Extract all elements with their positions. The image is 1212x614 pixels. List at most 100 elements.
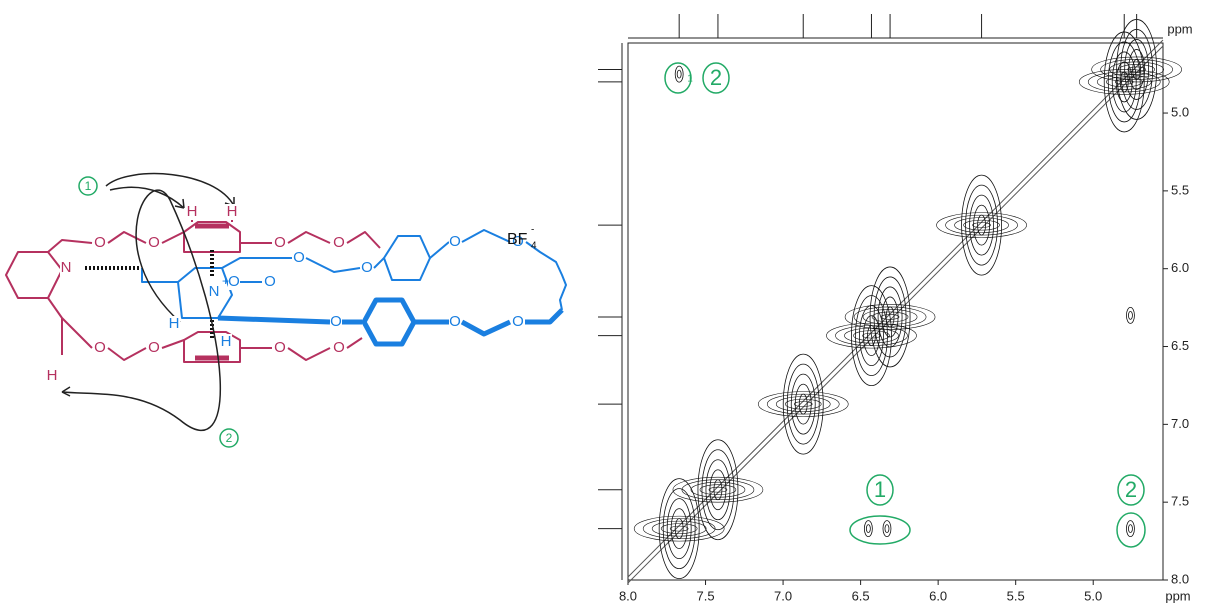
contour: [844, 304, 936, 330]
peak: [863, 520, 873, 538]
contour: [884, 524, 890, 534]
callout: 2: [226, 431, 233, 445]
contour: [851, 285, 892, 387]
contour: [873, 276, 907, 358]
contour: [1087, 71, 1161, 93]
y-tick-label: 7.0: [1171, 416, 1189, 431]
atom-bg: [168, 316, 180, 332]
counter-ion-sub: 4: [531, 241, 537, 252]
contour: [669, 525, 689, 532]
contour: [793, 401, 813, 407]
contour: [709, 469, 727, 511]
contour: [708, 486, 728, 493]
peak: [1078, 31, 1170, 133]
atom-label: O: [228, 273, 240, 290]
contour: [775, 396, 831, 412]
peak: [672, 439, 764, 541]
atom-label: O: [94, 339, 106, 356]
peak: [674, 65, 684, 83]
atom-bg: [361, 260, 373, 276]
contour: [1132, 59, 1142, 80]
contour: [1127, 66, 1146, 73]
peak: [1126, 520, 1135, 538]
contour: [972, 222, 991, 228]
contour: [885, 306, 895, 328]
atom-bg: [449, 314, 461, 330]
peak: [633, 478, 725, 580]
annotation: 2: [710, 65, 722, 90]
charge: +: [222, 274, 229, 288]
contour: [965, 184, 998, 266]
atom-label: H: [187, 203, 198, 220]
atom-bg: [512, 314, 524, 330]
atom-label: O: [512, 233, 524, 250]
x-tick-label: 5.5: [1007, 588, 1025, 603]
y-tick-label: 6.0: [1171, 260, 1189, 275]
atom-label: O: [148, 234, 160, 251]
peak: [882, 520, 892, 538]
atom-label: O: [333, 234, 345, 251]
molecule: [5, 172, 567, 448]
contour: [713, 479, 723, 501]
annotation-circle: [1117, 474, 1145, 506]
atom-label: O: [449, 233, 461, 250]
contour: [642, 518, 716, 539]
diagonal: [627, 45, 1164, 584]
contour: [662, 488, 696, 570]
contour: [826, 322, 917, 349]
peak: [844, 266, 936, 368]
atom-bg: [60, 260, 72, 276]
atom-bg: [148, 340, 160, 356]
contour: [1124, 39, 1150, 100]
counter-ion-sup: -: [531, 225, 534, 236]
contour: [1128, 49, 1146, 90]
contour: [670, 508, 688, 550]
atom-bg: [293, 250, 305, 266]
y-tick-label: 7.5: [1171, 494, 1189, 509]
contour: [1091, 56, 1182, 83]
counter-ion: BF: [507, 231, 528, 248]
contour: [863, 315, 880, 357]
peak: [936, 174, 1027, 276]
atom-bg: [148, 235, 160, 251]
contour: [690, 481, 746, 498]
contour: [863, 520, 873, 538]
contour: [1126, 306, 1135, 324]
contour: [660, 523, 698, 534]
atom-label: O: [94, 234, 106, 251]
y-tick-label: 5.5: [1171, 182, 1189, 197]
contour: [794, 383, 812, 425]
x-tick-label: 5.0: [1084, 588, 1102, 603]
contour: [1096, 74, 1152, 90]
contour: [699, 484, 737, 496]
atom-bg: [226, 204, 238, 220]
plot-frame: [627, 42, 1164, 581]
atom-label: N: [209, 283, 220, 300]
atom-bg: [274, 235, 286, 251]
x-tick-label: 8.0: [619, 588, 637, 603]
atom-bg: [330, 314, 342, 330]
contour: [705, 459, 731, 521]
atom-bg: [220, 334, 232, 350]
annotation-ring: [1116, 512, 1146, 548]
x-tick-label: 6.0: [929, 588, 947, 603]
x-tick-label: 7.5: [696, 588, 714, 603]
annotation-circle: [866, 474, 894, 506]
atom-bg: [94, 235, 106, 251]
contour: [784, 398, 822, 410]
atom-label: H: [169, 315, 180, 332]
spectrum: [627, 42, 1164, 581]
contour: [666, 498, 692, 560]
atom-label: O: [274, 234, 286, 251]
atom-label: O: [449, 313, 461, 330]
contour: [701, 449, 735, 531]
annotation-ring: [849, 515, 911, 545]
atom-label: H: [227, 203, 238, 220]
atom-label: O: [333, 339, 345, 356]
y-unit: ppm: [1167, 21, 1192, 36]
contour: [936, 212, 1027, 238]
atom-label: O: [512, 313, 524, 330]
callout: 1: [85, 179, 92, 193]
noe-arrows: [61, 172, 235, 432]
x-tick-label: 7.0: [774, 588, 792, 603]
